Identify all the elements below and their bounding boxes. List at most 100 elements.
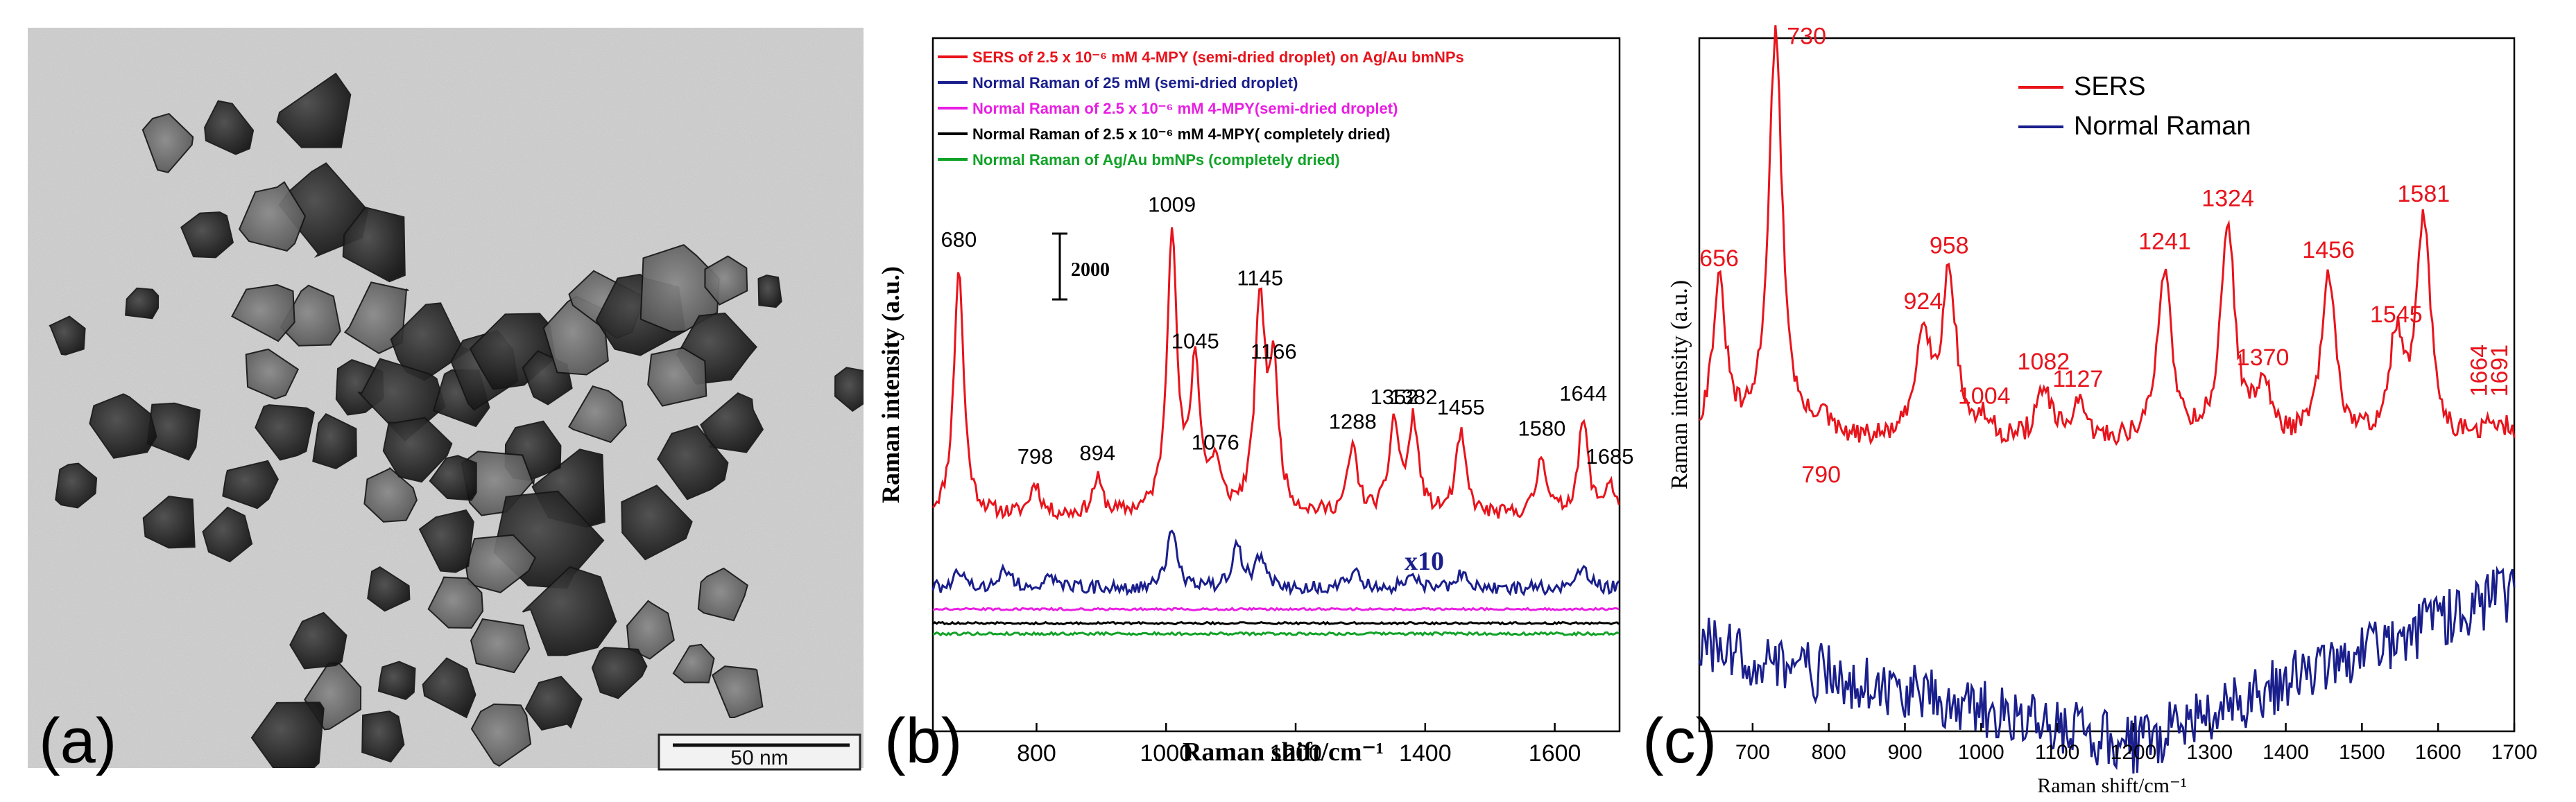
panel-c-ylabel: Raman intensity (a.u.) [1667,280,1692,489]
series-line [1699,25,2516,446]
scale-bar-box [658,733,861,771]
legend-entry: Normal Raman of 2.5 x 10⁻⁶ mM 4-MPY( com… [972,125,1390,143]
nanoparticle [427,576,484,629]
nanoparticle [141,112,194,173]
peak-label: 790 [1801,462,1841,488]
nanoparticle [647,347,707,407]
legend-entry: Normal Raman of 25 mM (semi-dried drople… [972,74,1298,91]
x-tick-label: 800 [1017,740,1056,767]
peak-label: 1288 [1329,409,1377,433]
nanoparticle [276,72,352,148]
x-tick-label: 700 [1735,741,1770,764]
x-tick-label: 1400 [2262,741,2309,764]
tem-nanoparticles [49,72,864,768]
series-line [932,620,1620,626]
nanoparticle [422,657,476,719]
x-tick-label: 1400 [1399,740,1452,767]
nanoparticle [238,181,307,252]
peak-label: 1045 [1171,329,1219,353]
panel-a-label: (a) [39,706,117,776]
nanoparticle [522,566,617,656]
peak-label: 798 [1017,444,1054,469]
nanoparticle [89,393,157,459]
legend-entry: Normal Raman [2074,112,2251,141]
nanoparticle [382,417,453,483]
panel-b-x-axis: 800 1000 1200 1400 1600 [1017,723,1581,767]
panel-c-label: (c) [1642,706,1717,776]
nanoparticle [626,600,675,660]
peak-label: 680 [941,227,977,252]
panel-b-label: (b) [884,706,962,776]
x-tick-label: 1700 [2491,741,2538,764]
nanoparticle [343,281,409,354]
panel-b-legend: SERS of 2.5 x 10⁻⁶ mM 4-MPY (semi-dried … [938,49,1464,168]
panel-c-xlabel: Raman shift/cm⁻¹ [2037,774,2187,797]
x-tick-label: 1600 [1529,740,1581,767]
nanoparticle [202,506,253,563]
peak-label: 1580 [1518,417,1565,441]
nanoparticle [429,455,477,501]
series-line [1698,566,2516,774]
peak-label: 924 [1903,288,1943,315]
legend-entry: Normal Raman of 2.5 x 10⁻⁶ mM 4-MPY(semi… [972,100,1398,117]
legend-entry: Normal Raman of Ag/Au bmNPs (completely … [972,151,1340,168]
intensity-scale-bar: 2000 [1052,232,1110,301]
x-tick-label: 1300 [2186,741,2233,764]
multiplier-label: x10 [1405,547,1444,576]
nanoparticle [289,611,347,670]
nanoparticle [142,496,196,549]
peak-label: 1581 [2398,181,2450,207]
panel-a: 50 nm (a) [28,28,864,776]
peak-label: 1004 [1958,383,2011,410]
nanoparticle [125,287,160,320]
nanoparticle [711,665,764,718]
peak-label: 1664 [2466,345,2492,397]
x-tick-label: 1200 [1269,740,1322,767]
series-line [931,529,1620,597]
nanoparticle [621,485,693,561]
scale-bar-value: 2000 [1071,259,1110,281]
nanoparticle [361,711,405,763]
peak-label: 1644 [1559,381,1607,406]
nanoparticle [470,703,532,767]
peak-label: 1082 [2018,349,2070,375]
peak-label: 1145 [1237,265,1283,290]
nanoparticle [222,460,279,509]
series-line [932,607,1620,612]
peak-label: 1691 [2487,345,2513,397]
panel-b-peak-labels: 680 798 894 1009 1045 1076 1145 1166 12881352138… [941,192,1633,469]
nanoparticle [470,618,531,674]
peak-label: 1545 [2370,302,2423,328]
peak-label: 1324 [2201,185,2254,211]
series-line [932,630,1620,637]
peak-label: 1352 [1370,385,1418,409]
peak-label: 1456 [2302,237,2355,263]
x-tick-label: 1200 [2111,741,2157,764]
x-tick-label: 1500 [2339,741,2385,764]
nanoparticle [180,211,234,259]
nanoparticle [757,274,782,308]
panel-c: 700 800 900 1000 1100 1200 1300 1400 1500 1600 170… [1642,23,2537,797]
nanoparticle [418,509,474,573]
series-line [931,227,1620,521]
peak-label: 1382 [1390,385,1438,409]
x-tick-label: 900 [1887,741,1922,764]
x-tick-label: 1600 [2415,741,2462,764]
peak-label: 1166 [1251,339,1297,363]
peak-label: 1127 [2052,366,2103,392]
peak-label: 894 [1079,441,1115,465]
nanoparticle [55,462,98,509]
nanoparticle [231,284,295,342]
legend-entry: SERS [2074,72,2145,101]
nanoparticle [568,385,627,444]
peak-label: 656 [1699,245,1739,272]
scale-bar-label: 50 nm [730,747,788,769]
nanoparticle [377,661,416,701]
nanoparticle [312,413,357,469]
nanoparticle [591,647,648,699]
x-tick-label: 1100 [2035,741,2080,764]
nanoparticle [245,348,300,400]
nanoparticle [524,675,583,731]
